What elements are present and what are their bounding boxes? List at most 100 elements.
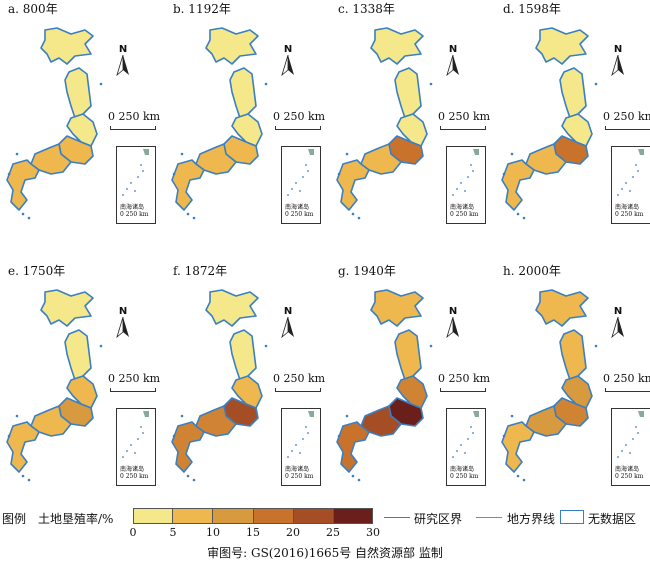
island — [27, 216, 31, 220]
scale-bar — [275, 126, 321, 130]
legend-local-boundary: 地方界线 — [507, 512, 556, 526]
panel-title: a. 800年 — [8, 2, 58, 16]
island — [99, 344, 103, 348]
inset-label: 南海诸岛 — [285, 204, 310, 211]
island — [337, 172, 341, 176]
island — [7, 172, 11, 176]
inset-label: 南海诸岛 — [120, 204, 145, 211]
inset-label: 南海诸岛 — [285, 466, 310, 473]
inset-label: 南海诸岛 — [120, 466, 145, 473]
island — [594, 82, 598, 86]
scale-bar — [605, 388, 650, 392]
island — [357, 216, 361, 220]
map-region — [229, 329, 257, 381]
scale-label: 0 250 km — [603, 372, 650, 385]
inset-scale: 0 250 km — [285, 473, 314, 480]
island — [99, 82, 103, 86]
map-region — [535, 27, 589, 65]
island — [351, 474, 355, 478]
inset-label: 南海诸岛 — [450, 466, 475, 473]
legend-color-bins — [133, 508, 374, 524]
island — [345, 152, 349, 156]
inset-map: 南海诸岛 0 250 km — [611, 146, 650, 224]
scale-label: 0 250 km — [273, 110, 326, 123]
island — [345, 414, 349, 418]
island — [522, 216, 526, 220]
inset-scale: 0 250 km — [615, 211, 644, 218]
inset-scale: 0 250 km — [120, 211, 149, 218]
map-region — [205, 27, 259, 65]
inset-map: 南海诸岛 0 250 km — [116, 146, 156, 224]
panel-title: f. 1872年 — [173, 264, 228, 278]
scale-label: 0 250 km — [108, 110, 161, 123]
inset-label: 南海诸岛 — [615, 466, 640, 473]
map-panel: h. 2000年 N 0 250 km 南海诸岛 0 250 km — [495, 262, 650, 512]
inset-scale: 0 250 km — [120, 473, 149, 480]
scale-label: 0 250 km — [438, 110, 491, 123]
north-arrow-icon: N — [113, 44, 133, 80]
legend-research-boundary: 研究区界 — [414, 512, 463, 526]
japan-choropleth-map — [171, 27, 268, 220]
island — [172, 434, 176, 438]
north-arrow-icon: N — [443, 306, 463, 342]
scale-label: 0 250 km — [273, 372, 326, 385]
scale-label: 0 250 km — [108, 372, 161, 385]
map-region — [535, 289, 589, 327]
map-panel: f. 1872年 N 0 250 km 南海诸岛 0 250 km — [165, 262, 325, 512]
map-region — [64, 329, 92, 381]
island — [15, 152, 19, 156]
map-region — [40, 27, 94, 65]
island — [180, 414, 184, 418]
scale-bar — [440, 388, 486, 392]
legend-tick-label: 25 — [326, 526, 340, 539]
map-region — [171, 159, 205, 211]
map-region — [40, 289, 94, 327]
inset-scale: 0 250 km — [450, 211, 479, 218]
island — [594, 344, 598, 348]
map-region — [205, 289, 259, 327]
island — [429, 344, 433, 348]
island — [516, 474, 520, 478]
north-arrow-icon: N — [278, 306, 298, 342]
island — [186, 212, 190, 216]
scale-bar — [110, 388, 156, 392]
scale-bar — [275, 388, 321, 392]
panel-title: c. 1338年 — [338, 2, 395, 16]
japan-choropleth-map — [501, 289, 598, 482]
legend-tick-label: 20 — [286, 526, 300, 539]
japan-choropleth-map — [6, 289, 103, 482]
island — [192, 216, 196, 220]
local-boundary-line-symbol — [476, 517, 502, 518]
map-region — [559, 67, 587, 119]
island — [264, 82, 268, 86]
panel-title: h. 2000年 — [503, 264, 561, 278]
map-region — [64, 67, 92, 119]
legend-tick-label: 0 — [129, 526, 137, 539]
map-region — [370, 27, 424, 65]
legend-bin — [253, 508, 294, 524]
map-region — [336, 421, 370, 473]
map-region — [501, 159, 535, 211]
map-region — [370, 289, 424, 327]
map-legend: 图例 土地垦殖率/% 0 5 10 15 20 25 30 研究区界 地方界线 无数据区 — [0, 506, 650, 539]
island — [502, 172, 506, 176]
inset-map: 南海诸岛 0 250 km — [611, 408, 650, 486]
map-panel: d. 1598年 N 0 250 km 南海诸岛 0 250 km — [495, 0, 650, 250]
island — [502, 434, 506, 438]
legend-tick-label: 10 — [206, 526, 220, 539]
map-region — [6, 159, 40, 211]
legend-tick-label: 15 — [246, 526, 260, 539]
map-panel: e. 1750年 N 0 250 km 南海诸岛 0 250 km — [0, 262, 160, 512]
legend-bin — [213, 508, 254, 524]
inset-label: 南海诸岛 — [615, 204, 640, 211]
panel-title: b. 1192年 — [173, 2, 231, 16]
japan-choropleth-map — [6, 27, 103, 220]
inset-label: 南海诸岛 — [450, 204, 475, 211]
map-region — [229, 67, 257, 119]
map-region — [6, 421, 40, 473]
legend-tick-label: 5 — [169, 526, 177, 539]
legend-no-data: 无数据区 — [588, 512, 637, 526]
north-arrow-icon: N — [608, 306, 628, 342]
island — [192, 478, 196, 482]
legend-bin — [133, 508, 174, 524]
